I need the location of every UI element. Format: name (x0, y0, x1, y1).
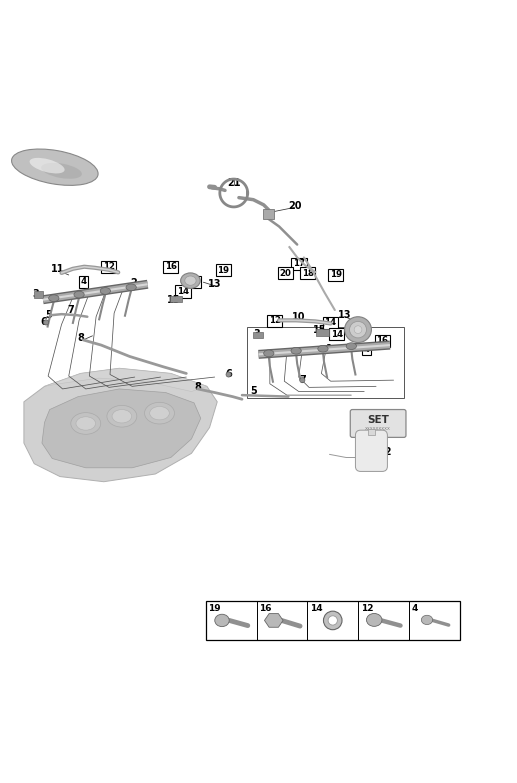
Text: 12: 12 (103, 262, 115, 271)
Text: 12: 12 (361, 604, 373, 613)
Text: 16: 16 (376, 337, 388, 345)
Ellipse shape (346, 343, 356, 349)
Text: 10: 10 (292, 312, 306, 322)
Ellipse shape (145, 402, 174, 424)
Text: 14: 14 (331, 330, 343, 339)
Text: 14: 14 (325, 319, 337, 327)
Text: 13: 13 (208, 280, 221, 289)
Ellipse shape (74, 291, 84, 298)
Ellipse shape (318, 345, 328, 352)
Text: XXXXXXXXX: XXXXXXXXX (365, 428, 391, 431)
Bar (206, 601, 460, 640)
Text: 11: 11 (51, 265, 64, 274)
Text: 6: 6 (225, 370, 232, 380)
Ellipse shape (345, 317, 371, 342)
Polygon shape (42, 389, 201, 467)
Text: 4: 4 (363, 345, 370, 354)
Text: 20: 20 (279, 269, 291, 278)
Bar (253, 332, 263, 338)
Ellipse shape (264, 350, 274, 357)
Bar (368, 429, 375, 435)
Text: 7: 7 (299, 374, 306, 384)
Ellipse shape (185, 276, 196, 285)
Ellipse shape (107, 406, 137, 427)
Ellipse shape (367, 613, 382, 626)
Text: 3: 3 (33, 288, 39, 298)
Ellipse shape (76, 417, 96, 430)
FancyBboxPatch shape (355, 430, 387, 471)
Bar (247, 327, 404, 398)
Text: 6: 6 (40, 317, 47, 327)
Text: 17: 17 (293, 259, 305, 268)
FancyBboxPatch shape (351, 410, 406, 438)
Ellipse shape (291, 348, 301, 354)
Text: 12: 12 (269, 316, 281, 326)
Text: 13: 13 (338, 310, 352, 320)
Text: 4: 4 (81, 277, 87, 286)
Text: 16: 16 (259, 604, 272, 613)
Ellipse shape (150, 406, 169, 420)
Ellipse shape (328, 615, 338, 625)
Ellipse shape (215, 614, 229, 626)
Ellipse shape (180, 273, 200, 288)
Ellipse shape (43, 319, 49, 325)
Ellipse shape (29, 158, 65, 174)
Text: 15: 15 (313, 325, 326, 334)
Text: 3: 3 (253, 329, 261, 339)
Text: 14: 14 (310, 604, 323, 613)
Polygon shape (265, 614, 283, 627)
Bar (170, 296, 182, 302)
Bar (34, 291, 43, 298)
Text: 22: 22 (378, 447, 391, 457)
Text: 21: 21 (227, 178, 240, 188)
Ellipse shape (126, 284, 136, 290)
Ellipse shape (41, 163, 82, 179)
Ellipse shape (354, 326, 362, 334)
Text: 14: 14 (177, 287, 189, 296)
Text: 14: 14 (187, 277, 200, 286)
Text: 15: 15 (167, 294, 180, 305)
Text: 2: 2 (130, 278, 137, 288)
Ellipse shape (300, 377, 305, 383)
Text: 7: 7 (67, 305, 74, 315)
Ellipse shape (49, 295, 59, 301)
Ellipse shape (112, 410, 132, 423)
Text: 8: 8 (77, 334, 84, 344)
Bar (316, 329, 329, 336)
Bar (263, 210, 274, 218)
Polygon shape (24, 368, 217, 482)
Text: 16: 16 (164, 262, 177, 271)
Ellipse shape (100, 287, 111, 294)
Text: 18: 18 (302, 269, 314, 278)
Ellipse shape (71, 413, 101, 435)
Text: 9: 9 (384, 413, 391, 424)
Text: 19: 19 (330, 270, 342, 280)
Text: 5: 5 (45, 310, 52, 320)
Text: 5: 5 (250, 387, 257, 396)
Text: 4: 4 (412, 604, 418, 613)
Ellipse shape (324, 612, 342, 630)
Ellipse shape (226, 372, 231, 377)
Ellipse shape (11, 149, 98, 186)
Text: 19: 19 (217, 266, 229, 275)
Text: 8: 8 (194, 382, 201, 392)
Text: SET: SET (367, 415, 389, 425)
Text: 20: 20 (288, 201, 301, 211)
Text: 19: 19 (208, 604, 221, 613)
Polygon shape (44, 368, 207, 392)
Text: 1: 1 (326, 345, 333, 354)
Ellipse shape (421, 615, 433, 625)
Ellipse shape (349, 321, 367, 338)
